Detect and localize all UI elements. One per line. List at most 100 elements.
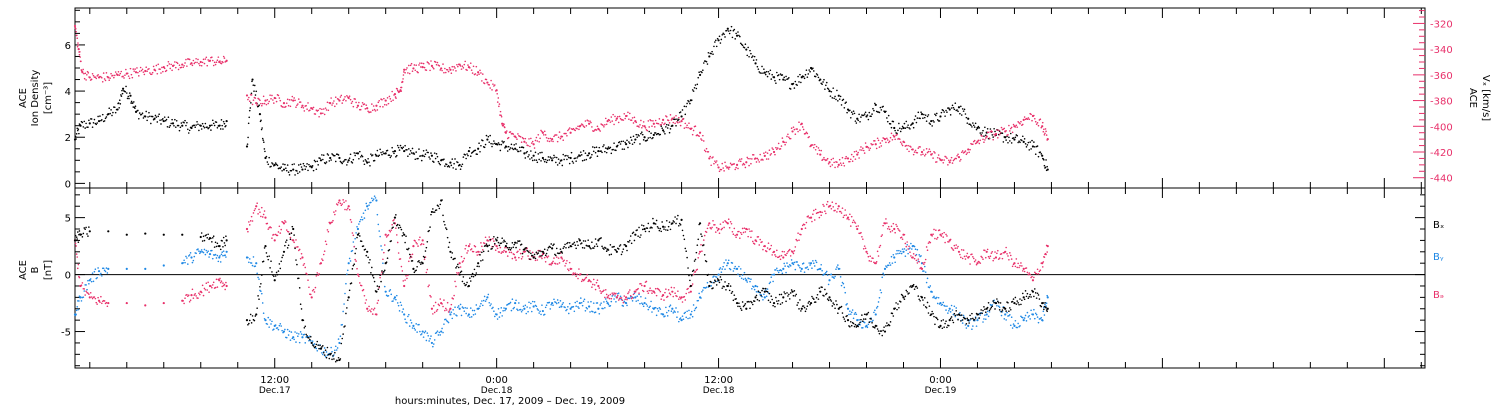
- by-series-point: [1025, 320, 1028, 322]
- ion-density-series-point: [275, 163, 278, 166]
- vx-series-point: [627, 111, 629, 114]
- bz-series-point: [480, 242, 482, 244]
- bx-series-point: [749, 307, 751, 310]
- vx-series-point: [438, 65, 441, 67]
- ion-density-series-point: [631, 143, 634, 145]
- bz-series-point: [322, 253, 325, 256]
- ion-density-series-point: [78, 132, 80, 135]
- bz-series-point: [297, 246, 299, 248]
- by-series-point: [782, 267, 785, 270]
- vx-series-point: [193, 62, 196, 65]
- bz-series-point: [781, 250, 784, 253]
- vx-series-point: [447, 70, 450, 73]
- bx-series-point: [339, 358, 342, 360]
- bz-series-point: [412, 245, 415, 248]
- vx-series-point: [430, 64, 434, 67]
- ion-density-series-point: [389, 156, 392, 159]
- by-series-point: [492, 306, 494, 309]
- ion-density-series-point: [266, 161, 269, 163]
- vx-series-point: [912, 153, 915, 156]
- by-series-point: [741, 274, 744, 276]
- vx-series-point: [822, 158, 824, 161]
- ion-density-series-point: [553, 154, 555, 157]
- ion-density-series-point: [587, 154, 589, 157]
- bz-series-point: [1029, 273, 1031, 276]
- bx-series-point: [658, 229, 661, 232]
- by-series-point: [202, 251, 205, 254]
- by-series-point: [199, 252, 201, 255]
- vx-series-point: [672, 121, 675, 124]
- by-series-point: [511, 298, 514, 301]
- bz-series-point: [681, 301, 684, 303]
- bx-series-point: [219, 245, 221, 247]
- bx-series-point: [371, 266, 373, 269]
- bz-series-point: [885, 218, 887, 220]
- vx-series-point: [718, 170, 721, 173]
- bx-series-point: [537, 252, 540, 254]
- vx-series-point: [366, 107, 369, 110]
- bx-series-point: [529, 258, 531, 261]
- vx-series-point: [79, 56, 81, 58]
- bx-series-point: [207, 233, 209, 236]
- vx-series-point: [459, 65, 462, 67]
- vx-series-point: [73, 24, 77, 28]
- vx-series-point: [495, 89, 498, 92]
- by-series-point: [825, 270, 828, 273]
- by-series-point: [599, 304, 602, 306]
- bz-series-point: [739, 231, 742, 234]
- bx-series-point: [575, 247, 577, 250]
- vx-series-point: [906, 148, 908, 150]
- by-series-point: [509, 301, 512, 304]
- vx-series-point: [248, 96, 250, 99]
- bx-series-point: [210, 237, 212, 240]
- bx-series-point: [777, 299, 780, 302]
- ion-density-series-point: [76, 129, 79, 132]
- bx-series-point: [659, 227, 662, 230]
- vx-series-point: [754, 157, 757, 160]
- ion-density-series-point: [646, 139, 649, 141]
- bz-series-point: [1043, 256, 1046, 258]
- ion-density-series-point: [179, 126, 182, 129]
- ion-density-series-point: [939, 115, 942, 118]
- ion-density-series-point: [87, 126, 89, 129]
- vx-series-point: [491, 89, 493, 91]
- vx-series-point: [894, 138, 896, 141]
- bx-series-point: [462, 276, 465, 278]
- bz-series-point: [771, 254, 773, 256]
- bx-series-point: [690, 274, 693, 277]
- bz-series-point: [427, 285, 430, 288]
- bx-series-point: [720, 278, 723, 281]
- vx-series-point: [964, 150, 967, 152]
- by-series-point: [521, 309, 524, 311]
- ion-density-series-point: [462, 156, 465, 158]
- vx-series-point: [528, 138, 530, 140]
- bz-series-point: [767, 242, 770, 244]
- vx-series-point: [647, 120, 650, 122]
- by-series-point: [371, 197, 373, 200]
- ion-density-series-point: [960, 114, 963, 116]
- vx-series-point: [888, 140, 891, 143]
- by-series-point: [1040, 316, 1043, 319]
- by-series-point: [79, 296, 82, 299]
- bz-series-point: [612, 293, 614, 296]
- vx-series-point: [772, 148, 774, 151]
- bx-series-point: [445, 228, 448, 231]
- bx-series-point: [305, 333, 307, 336]
- by-series-point: [1036, 316, 1039, 318]
- ion-density-series-point: [836, 89, 838, 92]
- bz-series-point: [443, 299, 445, 301]
- vx-series-point: [415, 64, 417, 66]
- bx-series-point: [472, 275, 475, 278]
- ion-density-series-point: [124, 90, 127, 93]
- bz-series-point: [640, 282, 642, 285]
- ion-density-series-point: [837, 100, 839, 102]
- ion-density-series-point: [408, 148, 410, 150]
- vx-series-point: [613, 123, 615, 126]
- vx-series-point: [524, 137, 527, 140]
- vx-series-point: [630, 119, 633, 122]
- bx-series-point: [88, 226, 90, 228]
- bx-series-point: [456, 265, 458, 268]
- vx-series-point: [763, 154, 766, 157]
- ion-density-series-point: [784, 79, 786, 81]
- ion-density-series-point: [951, 104, 954, 107]
